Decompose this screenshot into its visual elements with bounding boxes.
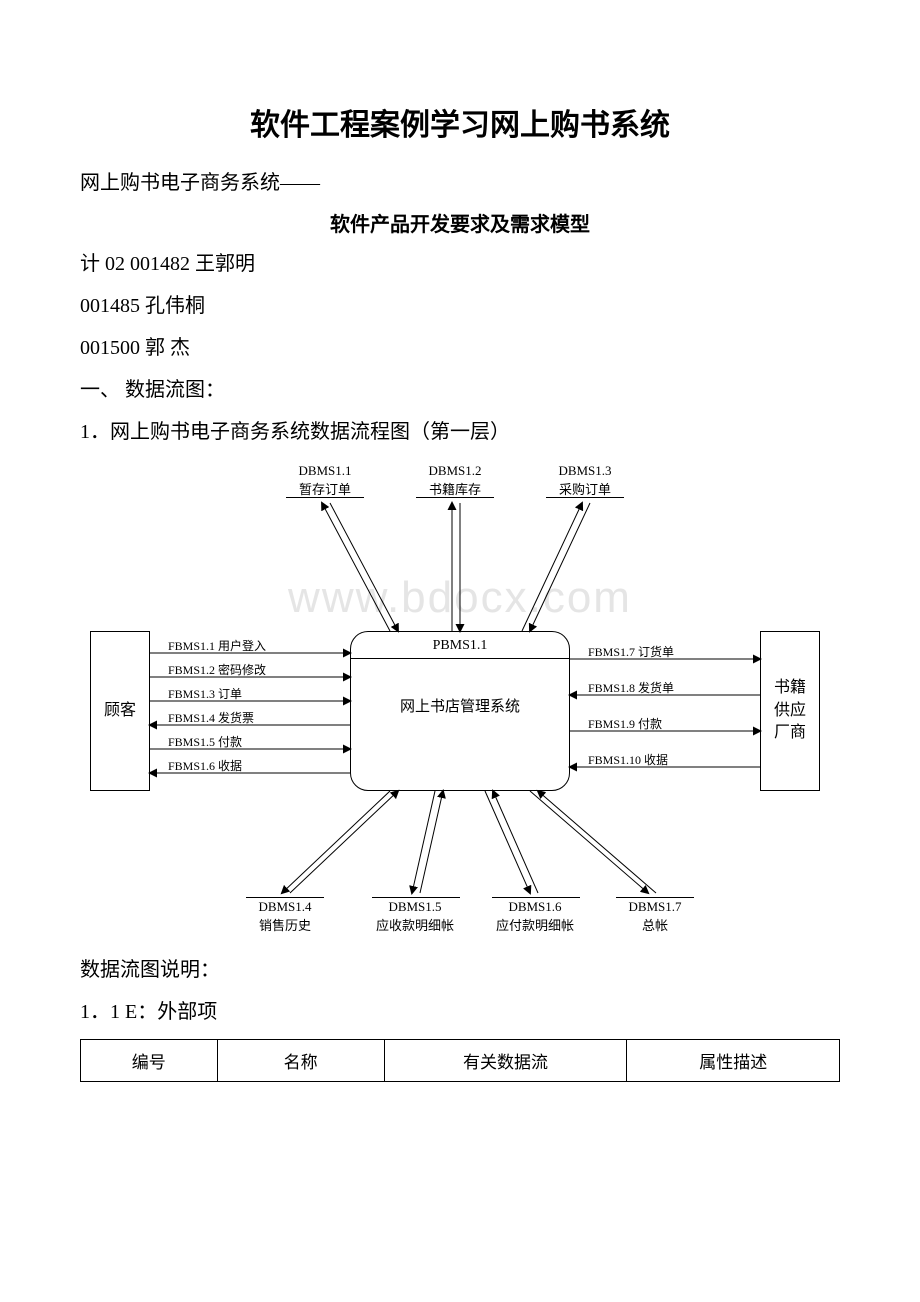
explain-heading: 数据流图说明： bbox=[80, 951, 840, 989]
data-flow-diagram: www.bdocx.com DBMS1.1 暂存订单 DBMS1.2 书籍库存 … bbox=[90, 461, 830, 941]
table-header-row: 编号 名称 有关数据流 属性描述 bbox=[81, 1040, 840, 1082]
diagram-arrows bbox=[90, 461, 830, 941]
table-header-id: 编号 bbox=[81, 1040, 218, 1082]
section-1-1-heading: 1．网上购书电子商务系统数据流程图（第一层） bbox=[80, 413, 840, 451]
intro-line: 网上购书电子商务系统—— bbox=[80, 164, 840, 202]
subtitle: 软件产品开发要求及需求模型 bbox=[80, 208, 840, 237]
page-title: 软件工程案例学习网上购书系统 bbox=[80, 100, 840, 144]
author-1: 计 02 001482 王郭明 bbox=[80, 245, 840, 283]
explain-1-1: 1．1 E：外部项 bbox=[80, 993, 840, 1031]
external-items-table: 编号 名称 有关数据流 属性描述 bbox=[80, 1039, 840, 1082]
author-2: 001485 孔伟桐 bbox=[80, 287, 840, 325]
table-header-flows: 有关数据流 bbox=[384, 1040, 627, 1082]
table-header-attrs: 属性描述 bbox=[627, 1040, 840, 1082]
author-3: 001500 郭 杰 bbox=[80, 329, 840, 367]
table-header-name: 名称 bbox=[217, 1040, 384, 1082]
section-1-heading: 一、 数据流图： bbox=[80, 371, 840, 409]
